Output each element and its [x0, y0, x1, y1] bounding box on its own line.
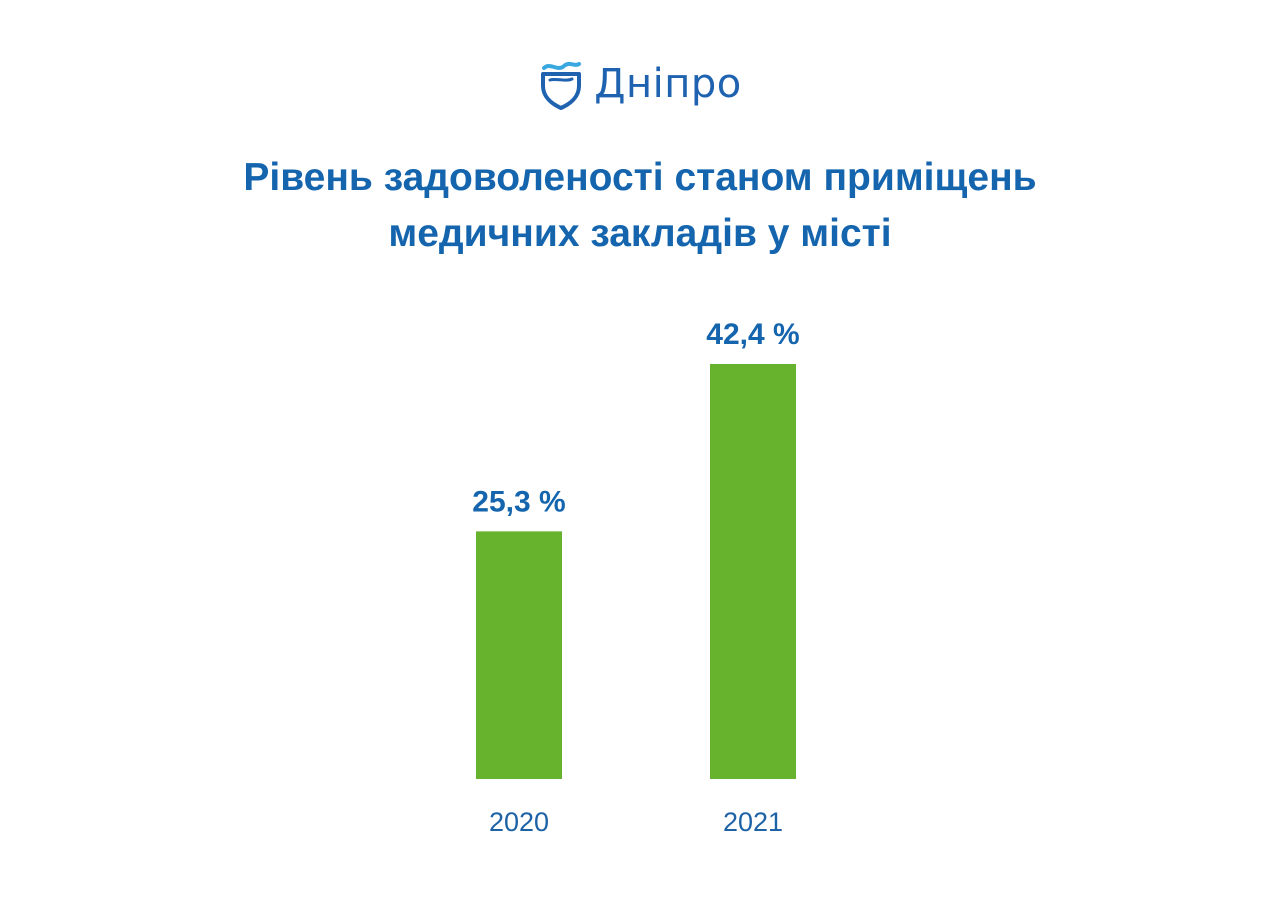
value-label-2020: 25,3 %: [472, 485, 565, 518]
logo-text: Дніпро: [594, 61, 742, 107]
city-logo: Дніпро: [0, 58, 1280, 110]
x-tick-label-2021: 2021: [723, 807, 783, 837]
value-label-2021: 42,4 %: [706, 318, 799, 351]
x-tick-label-2020: 2020: [489, 807, 549, 837]
chart-title-line-1: Рівень задоволеності станом приміщень: [243, 156, 1037, 199]
bar-2021: [710, 364, 796, 779]
chart-title-line-2: медичних закладів у місті: [388, 212, 892, 255]
chart-title: Рівень задоволеності станом приміщень ме…: [0, 150, 1280, 262]
shield-wave-icon: [541, 61, 582, 110]
bar-2020: [476, 531, 562, 779]
